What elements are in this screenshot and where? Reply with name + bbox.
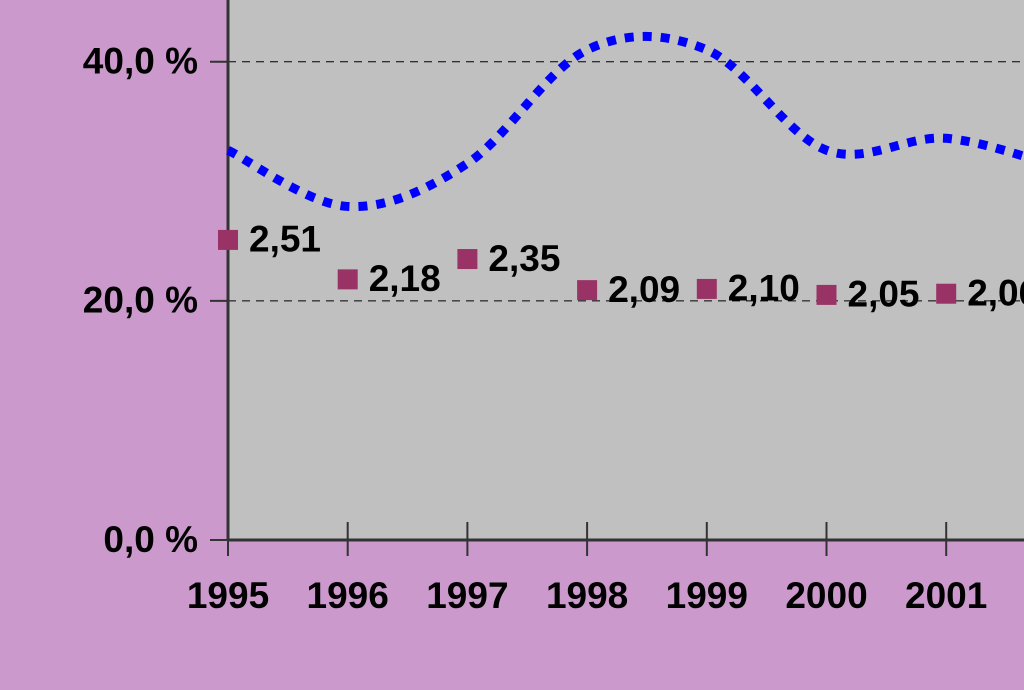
data-label: 2,06 [967,272,1024,313]
x-tick-label: 1999 [666,575,748,616]
data-point [337,269,358,290]
series-line [225,31,1024,212]
x-tick-label: 1996 [307,575,389,616]
x-tick-label: 1995 [187,575,269,616]
data-point [577,280,598,301]
data-point [696,278,717,299]
data-point [816,284,837,305]
x-tick-label: 2001 [905,575,987,616]
y-tick-label: 0,0 % [103,519,198,560]
x-tick-label: 2000 [785,575,867,616]
plot-area [228,0,1024,540]
data-point [457,249,478,270]
x-tick-label: 1997 [426,575,508,616]
y-tick-label: 40,0 % [83,41,198,82]
data-label: 2,35 [488,238,560,279]
data-label: 2,51 [249,219,321,260]
data-label: 2,09 [608,269,680,310]
data-point [218,229,238,250]
data-label: 2,18 [369,258,441,299]
data-label: 2,10 [728,268,800,309]
data-point [936,283,957,304]
data-label: 2,05 [848,274,920,315]
x-tick-label: 1998 [546,575,628,616]
y-tick-label: 20,0 % [83,280,198,321]
